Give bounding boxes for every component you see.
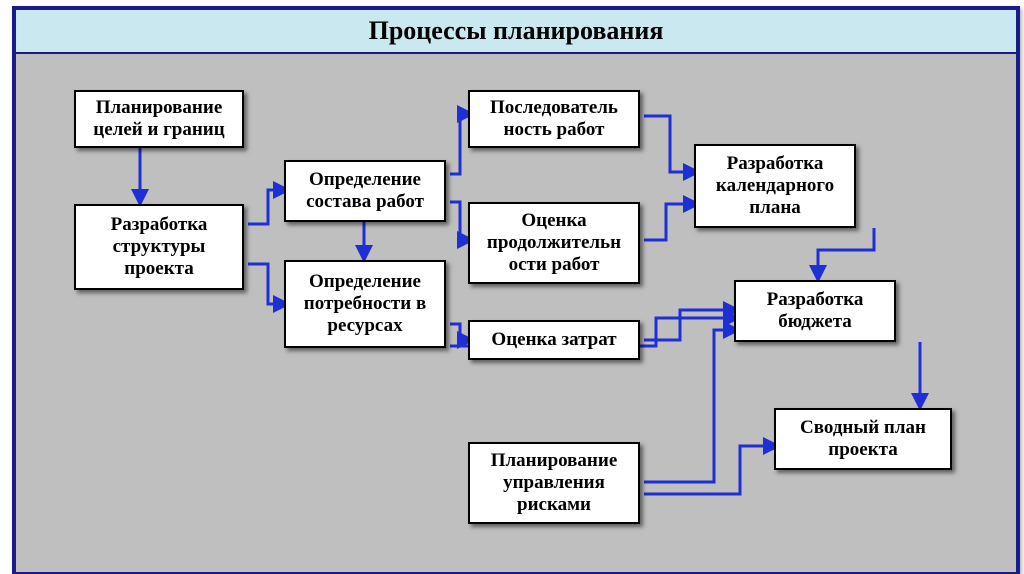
diagram-canvas: Планирование целей и границ Разработка ст…: [16, 54, 1016, 572]
node-n9: Разработка бюджета: [734, 280, 896, 342]
edge-n8-n9: [818, 228, 874, 280]
edge-n11-n9: [644, 330, 738, 482]
node-n5: Последователь ность работ: [468, 90, 640, 148]
node-n10: Сводный план проекта: [774, 408, 952, 470]
diagram-frame: Процессы планирования Планирование целей…: [12, 6, 1020, 574]
node-n11: Планирование управления рисками: [468, 442, 640, 524]
node-n7: Оценка затрат: [468, 320, 640, 360]
node-n8: Разработка календарного плана: [694, 144, 856, 228]
node-n2: Разработка структуры проекта: [74, 204, 244, 290]
node-n3: Определение состава работ: [284, 160, 446, 222]
node-n6: Оценка продолжительн ости работ: [468, 202, 640, 284]
node-n1: Планирование целей и границ: [74, 90, 244, 148]
edge-n2-n3: [248, 190, 288, 224]
edge-n5-n8: [644, 116, 698, 172]
edge-n7-n9: [644, 310, 738, 340]
diagram-title: Процессы планирования: [16, 10, 1016, 54]
edge-n2-n4: [248, 264, 288, 304]
edge-n6-n8: [644, 204, 698, 240]
node-n4: Определение потребности в ресурсах: [284, 260, 446, 348]
edge-n11-n10: [644, 446, 778, 494]
